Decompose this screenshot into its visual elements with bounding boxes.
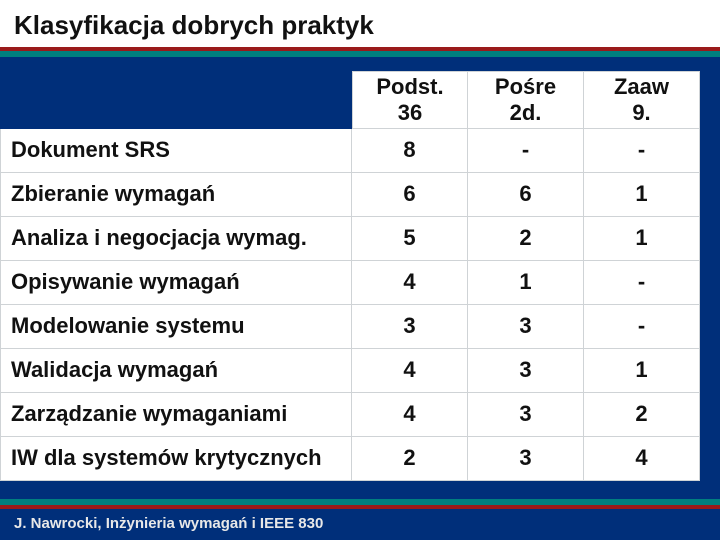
row-label-text: Analiza i negocjacja wymag. xyxy=(11,226,307,250)
cell-value: 2 xyxy=(519,226,531,250)
row-label-text: Modelowanie systemu xyxy=(11,314,245,338)
cell-value: 3 xyxy=(519,314,531,338)
slide-footer: J. Nawrocki, Inżynieria wymagań i IEEE 8… xyxy=(0,490,720,540)
cell-value: 8 xyxy=(403,138,415,162)
row-label: Analiza i negocjacja wymag. xyxy=(0,217,352,261)
cell-value: 5 xyxy=(403,226,415,250)
cell-v1: 4 xyxy=(352,261,468,305)
cell-value: 1 xyxy=(635,358,647,382)
cell-v3: 2 xyxy=(584,393,700,437)
cell-value: 3 xyxy=(519,358,531,382)
table-row: Analiza i negocjacja wymag. 5 2 1 xyxy=(0,217,720,261)
cell-v2: - xyxy=(468,129,584,173)
cell-value: 3 xyxy=(519,446,531,470)
cell-v3: 4 xyxy=(584,437,700,481)
cell-v2: 3 xyxy=(468,349,584,393)
cell-value: 4 xyxy=(403,358,415,382)
row-label-text: Walidacja wymagań xyxy=(11,358,218,382)
cell-v3: - xyxy=(584,261,700,305)
cell-value: 4 xyxy=(635,446,647,470)
cell-v3: - xyxy=(584,129,700,173)
row-label: Zarządzanie wymaganiami xyxy=(0,393,352,437)
table-row: Zarządzanie wymaganiami 4 3 2 xyxy=(0,393,720,437)
cell-value: 2 xyxy=(403,446,415,470)
slide-title: Klasyfikacja dobrych praktyk xyxy=(14,10,706,41)
row-label: Zbieranie wymagań xyxy=(0,173,352,217)
title-bar: Klasyfikacja dobrych praktyk xyxy=(0,0,720,47)
cell-v2: 2 xyxy=(468,217,584,261)
cell-v1: 6 xyxy=(352,173,468,217)
row-label-text: Opisywanie wymagań xyxy=(11,270,240,294)
cell-v3: 1 xyxy=(584,349,700,393)
row-label-text: IW dla systemów krytycznych xyxy=(11,446,322,470)
cell-value: - xyxy=(638,270,645,294)
row-label: IW dla systemów krytycznych xyxy=(0,437,352,481)
cell-value: 3 xyxy=(519,402,531,426)
cell-v1: 3 xyxy=(352,305,468,349)
row-label: Walidacja wymagań xyxy=(0,349,352,393)
col-header-2: Zaaw9. xyxy=(584,71,700,129)
col-header-line1: Zaaw xyxy=(614,75,669,99)
cell-value: 6 xyxy=(519,182,531,206)
row-label-text: Zarządzanie wymaganiami xyxy=(11,402,287,426)
col-header-line2: 9. xyxy=(632,101,650,125)
table-row: Walidacja wymagań 4 3 1 xyxy=(0,349,720,393)
table-row: Opisywanie wymagań 4 1 - xyxy=(0,261,720,305)
cell-v1: 8 xyxy=(352,129,468,173)
col-header-1: Pośre2d. xyxy=(468,71,584,129)
cell-v1: 4 xyxy=(352,393,468,437)
cell-value: 1 xyxy=(519,270,531,294)
footer-text: J. Nawrocki, Inżynieria wymagań i IEEE 8… xyxy=(0,509,720,532)
cell-value: 4 xyxy=(403,270,415,294)
cell-v2: 3 xyxy=(468,305,584,349)
row-label-text: Zbieranie wymagań xyxy=(11,182,215,206)
table-row: Modelowanie systemu 3 3 - xyxy=(0,305,720,349)
cell-v2: 6 xyxy=(468,173,584,217)
row-label: Dokument SRS xyxy=(0,129,352,173)
cell-value: 1 xyxy=(635,226,647,250)
cell-value: 2 xyxy=(635,402,647,426)
cell-value: - xyxy=(638,314,645,338)
slide-body: Podst.36Pośre2d.Zaaw9.Dokument SRS8--Zbi… xyxy=(0,57,720,490)
cell-v1: 5 xyxy=(352,217,468,261)
cell-v3: 1 xyxy=(584,173,700,217)
col-header-line1: Pośre xyxy=(495,75,556,99)
row-label: Modelowanie systemu xyxy=(0,305,352,349)
cell-v3: - xyxy=(584,305,700,349)
col-header-line2: 2d. xyxy=(510,101,542,125)
cell-value: - xyxy=(638,138,645,162)
cell-v2: 1 xyxy=(468,261,584,305)
cell-v2: 3 xyxy=(468,393,584,437)
table-row: Dokument SRS 8 - - xyxy=(0,129,720,173)
classification-table: Podst.36Pośre2d.Zaaw9.Dokument SRS8--Zbi… xyxy=(0,57,720,490)
table-row: IW dla systemów krytycznych 2 3 4 xyxy=(0,437,720,481)
cell-value: 4 xyxy=(403,402,415,426)
cell-v3: 1 xyxy=(584,217,700,261)
cell-value: - xyxy=(522,138,529,162)
table-header-row: Podst.36Pośre2d.Zaaw9. xyxy=(0,71,720,129)
cell-value: 6 xyxy=(403,182,415,206)
col-header-line1: Podst. xyxy=(376,75,443,99)
col-header-0: Podst.36 xyxy=(352,71,468,129)
col-header-line2: 36 xyxy=(398,101,422,125)
cell-v1: 4 xyxy=(352,349,468,393)
cell-v1: 2 xyxy=(352,437,468,481)
table-row: Zbieranie wymagań 6 6 1 xyxy=(0,173,720,217)
row-label: Opisywanie wymagań xyxy=(0,261,352,305)
row-label-text: Dokument SRS xyxy=(11,138,170,162)
cell-value: 1 xyxy=(635,182,647,206)
cell-v2: 3 xyxy=(468,437,584,481)
header-spacer xyxy=(0,71,352,129)
cell-value: 3 xyxy=(403,314,415,338)
